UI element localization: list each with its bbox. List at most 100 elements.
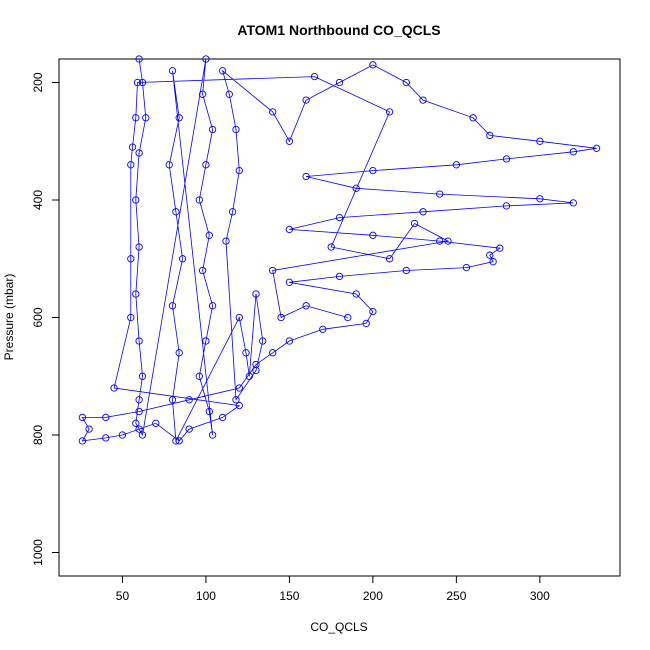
data-point: [235, 166, 243, 175]
data-point: [208, 125, 217, 134]
data-point: [335, 272, 344, 281]
y-axis: 200 400 600 800 1000: [31, 72, 60, 566]
data-point: [245, 372, 253, 380]
data-point: [285, 137, 294, 145]
data-point: [127, 161, 135, 169]
data-point: [452, 161, 461, 169]
x-tick-label: 200: [363, 589, 383, 603]
data-point: [128, 143, 137, 151]
data-series: [78, 55, 601, 445]
data-point: [132, 290, 140, 298]
x-tick-label: 250: [446, 589, 466, 603]
data-point: [436, 190, 444, 198]
plot-frame: [58, 58, 621, 577]
data-point: [152, 419, 160, 427]
data-point: [410, 219, 419, 228]
data-point: [269, 349, 277, 357]
data-point: [218, 413, 227, 422]
data-point: [138, 372, 147, 380]
data-point: [352, 184, 360, 192]
data-point: [132, 196, 140, 204]
data-point: [225, 90, 233, 98]
data-point: [135, 396, 143, 404]
data-point: [198, 266, 207, 275]
data-point: [335, 213, 344, 222]
data-point: [142, 114, 150, 122]
data-point: [592, 144, 601, 152]
data-point: [469, 114, 477, 122]
data-point: [362, 319, 370, 328]
data-point: [202, 337, 210, 345]
data-point: [536, 137, 544, 145]
data-point: [569, 199, 577, 207]
data-point: [285, 278, 294, 286]
data-point: [502, 155, 511, 163]
data-point: [195, 372, 203, 380]
data-point: [208, 431, 217, 439]
data-point: [172, 208, 180, 216]
data-point: [462, 263, 471, 272]
y-tick-label: 400: [31, 190, 45, 210]
data-point: [352, 290, 360, 298]
data-point: [228, 208, 237, 216]
data-point: [127, 255, 135, 263]
data-point: [235, 313, 243, 322]
data-point: [168, 302, 177, 310]
data-point: [135, 149, 143, 157]
y-tick-label: 600: [31, 307, 45, 327]
y-tick-label: 200: [31, 72, 45, 92]
data-point: [165, 161, 173, 169]
data-point: [185, 425, 193, 433]
data-point: [402, 266, 410, 275]
data-point: [569, 148, 577, 156]
data-point: [198, 90, 207, 98]
data-point: [235, 401, 243, 410]
y-tick-label: 1000: [31, 539, 45, 566]
y-axis-label: Pressure (mbar): [2, 274, 16, 361]
data-point: [419, 208, 427, 216]
x-tick-label: 150: [279, 589, 299, 603]
data-point: [369, 307, 377, 316]
data-point: [205, 407, 213, 416]
data-point: [385, 108, 394, 116]
data-point: [175, 349, 183, 357]
data-point: [135, 407, 143, 416]
data-point: [335, 78, 344, 87]
data-point: [118, 431, 127, 439]
x-axis: 50 100 150 200 250 300: [116, 575, 550, 603]
data-point: [302, 96, 310, 104]
data-point: [536, 195, 544, 203]
data-point: [132, 419, 140, 427]
data-point: [218, 67, 227, 75]
data-point: [302, 302, 310, 310]
data-point: [232, 125, 240, 134]
data-point: [202, 55, 210, 63]
x-tick-label: 100: [196, 589, 216, 603]
data-point: [202, 161, 210, 169]
data-point: [327, 243, 335, 251]
data-point: [195, 196, 203, 204]
data-point: [133, 78, 142, 87]
data-point: [302, 172, 310, 181]
data-point: [436, 237, 444, 245]
data-point: [138, 78, 147, 87]
data-point: [135, 425, 143, 433]
data-point: [185, 396, 193, 404]
data-point: [369, 166, 377, 175]
data-point: [252, 366, 260, 375]
data-point: [175, 437, 183, 445]
data-point: [172, 437, 180, 445]
data-point: [208, 302, 217, 310]
x-tick-label: 300: [530, 589, 550, 603]
data-point: [269, 108, 277, 116]
data-point: [319, 325, 327, 333]
data-point: [178, 255, 187, 263]
data-point: [242, 349, 250, 357]
y-tick-label: 800: [31, 425, 45, 445]
data-point: [444, 237, 452, 245]
data-point: [127, 313, 135, 322]
x-axis-label: CO_QCLS: [310, 620, 367, 634]
data-point: [369, 231, 377, 239]
data-point: [78, 413, 87, 422]
